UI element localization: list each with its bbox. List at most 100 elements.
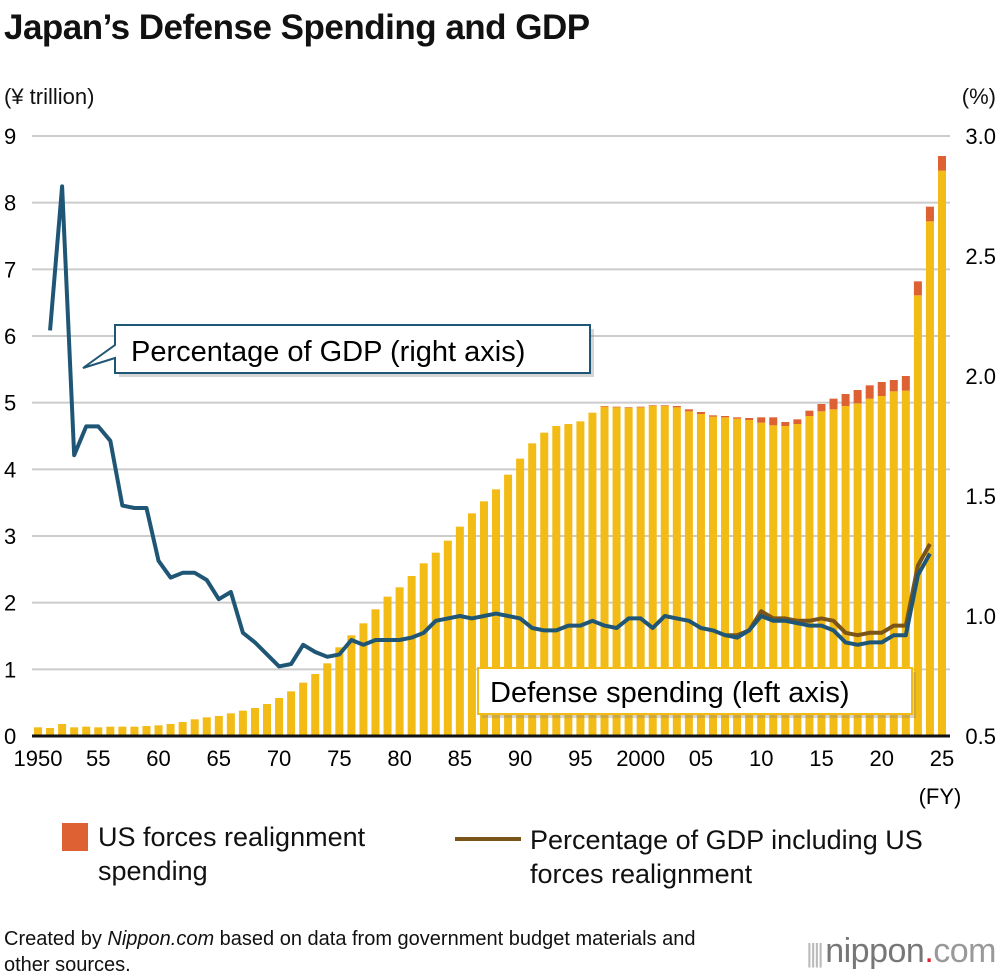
bar-defense-1990 [516,458,525,736]
bar-defense-1987 [479,501,488,736]
bar-defense-2009 [745,420,754,736]
bar-defense-1952 [58,724,67,736]
legend-label-gdp-including: Percentage of GDP including US forces re… [530,825,923,889]
bar-defense-2024 [925,221,934,737]
x-tick-label: 60 [146,746,170,771]
bar-defense-1971 [287,691,296,736]
bar-realignment-2016 [829,398,838,410]
bar-realignment-1998 [612,406,621,408]
bar-defense-1959 [142,726,151,736]
source-note: Created by Nippon.com based on data from… [4,926,724,978]
bar-defense-1989 [504,474,513,736]
bar-defense-2016 [829,409,838,736]
bar-defense-1963 [190,719,199,736]
bar-realignment-2015 [817,404,826,412]
bar-defense-2022 [901,390,910,736]
bar-defense-1998 [612,407,621,736]
bar-realignment-2012 [781,422,790,426]
legend-swatch-realignment [62,823,88,851]
bar-defense-2000 [636,407,645,736]
bar-realignment-2024 [925,206,934,222]
bar-defense-1996 [588,412,597,736]
y-right-tick-label: 3.0 [965,124,996,149]
right-axis-unit: (%) [961,84,996,109]
bar-realignment-2002 [660,405,669,406]
bar-realignment-2006 [708,415,717,417]
x-tick-label: 80 [387,746,411,771]
bar-defense-1999 [624,408,633,736]
y-tick-label: 8 [4,191,16,216]
bar-defense-2004 [684,411,693,736]
legend-label-realignment: US forces realignment spending [98,822,366,886]
bar-defense-1951 [46,728,55,736]
bar-defense-1976 [347,635,356,736]
y-right-tick-label: 1.0 [965,604,996,629]
bar-realignment-2013 [793,419,802,424]
bar-defense-1968 [250,708,259,736]
bar-realignment-2025 [938,156,946,171]
y-right-tick-label: 1.5 [965,484,996,509]
bar-realignment-2008 [733,417,742,419]
bar-defense-1985 [455,526,464,736]
y-tick-label: 3 [4,524,16,549]
callout-gdp-label: Percentage of GDP (right axis) [131,336,525,368]
bar-realignment-1999 [624,407,633,408]
bar-defense-2003 [672,407,681,736]
y-right-tick-label: 2.0 [965,364,996,389]
bar-realignment-2001 [648,405,657,406]
x-tick-label: 20 [869,746,893,771]
source-brand: Nippon.com [107,928,215,950]
bar-defense-1993 [552,426,561,736]
bar-defense-1962 [178,722,187,736]
source-prefix: Created by [4,928,108,950]
bar-defense-2018 [853,403,862,736]
bar-realignment-2009 [745,418,754,420]
bar-realignment-2019 [865,385,874,399]
bar-realignment-2007 [721,416,730,418]
bar-defense-1979 [383,596,392,736]
bar-defense-2019 [865,398,874,736]
bar-defense-1961 [166,724,175,736]
bar-defense-1983 [431,552,440,736]
bar-realignment-2018 [853,390,862,404]
bar-defense-2001 [648,406,657,736]
bar-defense-1980 [395,587,404,736]
x-axis-unit: (FY) [919,784,962,809]
line-gdp-percentage [48,184,932,669]
x-tick-label: 15 [809,746,833,771]
bar-defense-1956 [106,726,115,736]
bar-defense-2013 [793,424,802,736]
x-tick-label: 90 [508,746,532,771]
bar-defense-1957 [118,726,127,736]
bar-defense-1958 [130,726,139,736]
bar-defense-2005 [696,414,705,736]
bar-realignment-2020 [877,382,886,396]
bar-realignment-2000 [636,406,645,408]
bar-defense-2006 [708,416,717,736]
bar-defense-2015 [817,411,826,736]
bar-realignment-2011 [769,417,778,426]
bar-realignment-2005 [696,412,705,414]
bar-defense-2025 [938,170,946,736]
y-tick-label: 6 [4,324,16,349]
callout-gdp-box [82,324,591,374]
bar-defense-2010 [757,422,766,736]
y-tick-label: 1 [4,657,16,682]
bar-defense-1973 [311,674,320,736]
bar-realignment-1997 [600,406,609,407]
y-right-tick-label: 2.5 [965,244,996,269]
x-tick-label: 05 [689,746,713,771]
line-gdp-including-realignment [725,543,932,638]
bar-defense-1995 [576,421,585,736]
bar-defense-1950 [34,727,42,736]
x-tick-label: 55 [86,746,110,771]
x-tick-label: 25 [930,746,954,771]
y-tick-label: 2 [4,591,16,616]
bar-defense-1997 [600,406,609,736]
bar-defense-2011 [769,425,778,736]
bar-realignment-2003 [672,406,681,408]
bar-defense-2008 [733,418,742,736]
x-tick-label: 2000 [616,746,665,771]
bar-defense-1965 [214,716,223,736]
